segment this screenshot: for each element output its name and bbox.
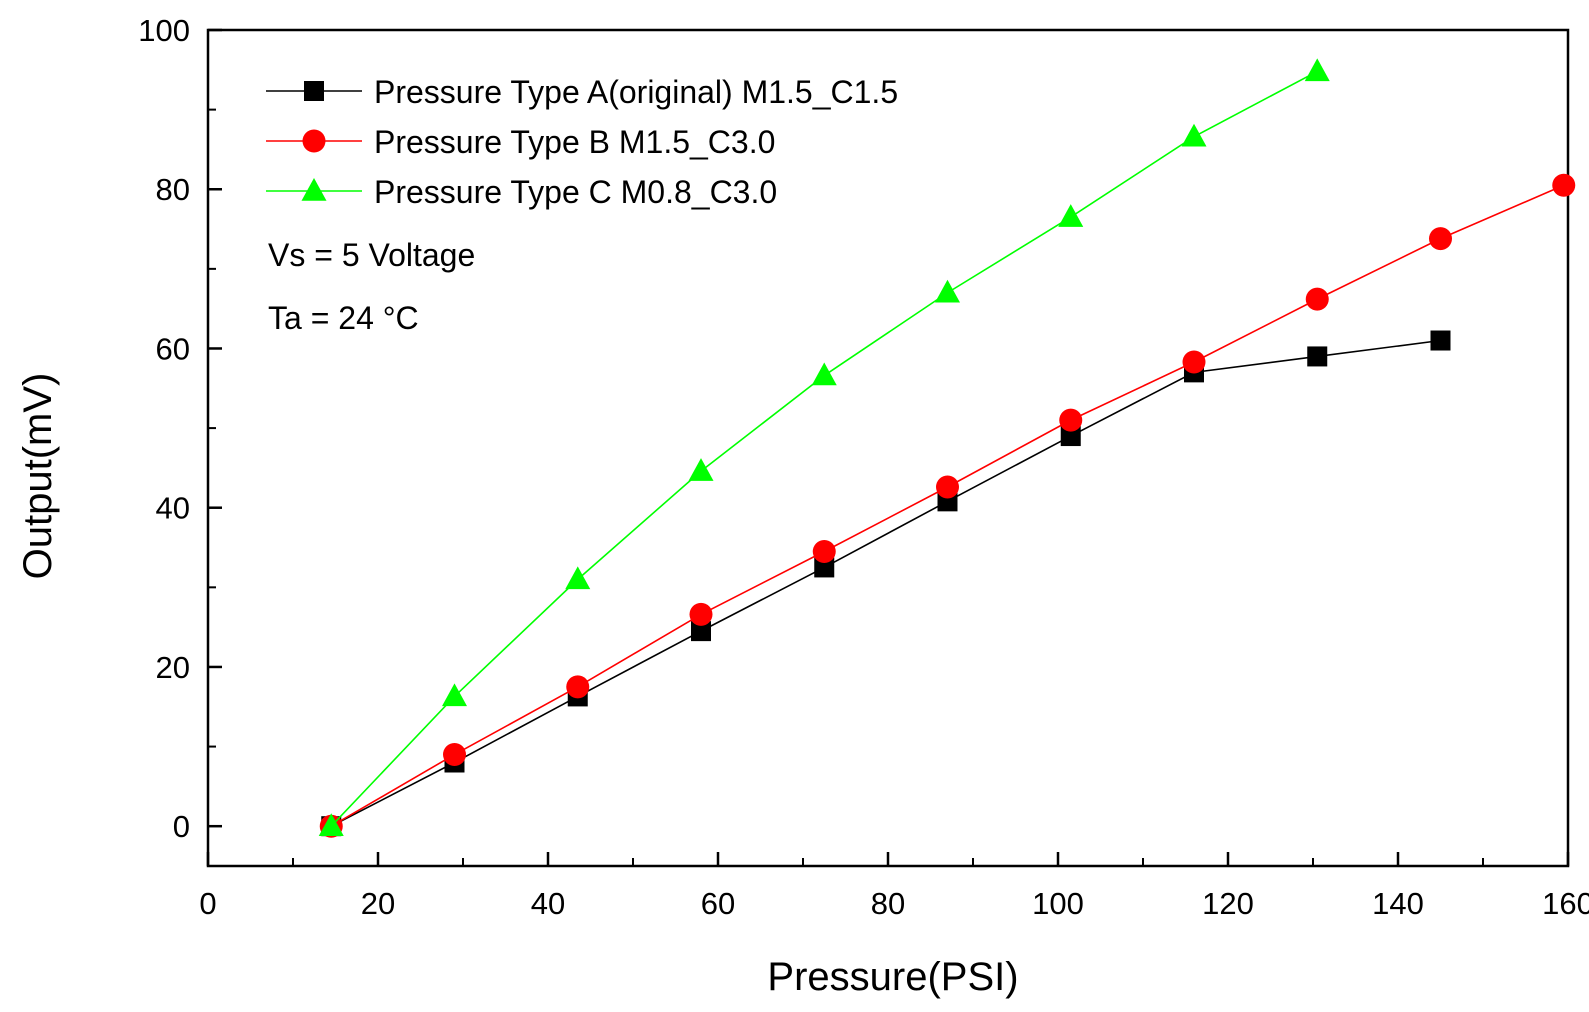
data-point [812, 540, 836, 564]
data-point [1430, 330, 1451, 351]
data-point [1060, 426, 1081, 447]
x-tick-label: 160 [1542, 886, 1589, 921]
x-axis-label: Pressure(PSI) [767, 955, 1018, 999]
x-tick-label: 140 [1372, 886, 1424, 921]
data-point [318, 813, 344, 836]
data-point [1429, 227, 1452, 251]
data-point [689, 602, 713, 626]
series-line [330, 339, 1441, 827]
data-point [1059, 408, 1083, 432]
data-point [442, 683, 467, 707]
data-point [935, 279, 960, 303]
legend-item: Pressure Type B M1.5_C3.0 [266, 124, 775, 160]
y-tick-label: 100 [138, 13, 190, 48]
series-c [318, 58, 1330, 836]
x-tick-label: 20 [361, 886, 395, 921]
data-point [811, 362, 837, 386]
series-layer [318, 58, 1576, 838]
y-axis-label: Output(mV) [16, 373, 60, 580]
data-point [1552, 173, 1576, 197]
x-tick-label: 0 [199, 886, 216, 921]
legend-label: Pressure Type C M0.8_C3.0 [374, 174, 777, 210]
legend-label: Pressure Type A(original) M1.5_C1.5 [374, 74, 898, 110]
legend-item: Pressure Type A(original) M1.5_C1.5 [266, 74, 898, 110]
y-axis-ticks: 0 20 40 60 80 100 [138, 13, 222, 844]
x-tick-label: 100 [1032, 886, 1084, 921]
legend-label: Pressure Type B M1.5_C3.0 [374, 124, 775, 160]
legend-marker [301, 178, 327, 201]
data-point [814, 557, 835, 578]
data-point [443, 743, 466, 767]
x-axis-ticks: 0 20 40 60 80 100 120 140 160 [199, 852, 1589, 921]
legend-marker [302, 129, 326, 153]
legend: Pressure Type A(original) M1.5_C1.5 Press… [266, 74, 898, 210]
legend-item: Pressure Type C M0.8_C3.0 [266, 174, 777, 210]
series-a [321, 330, 1451, 837]
data-point [566, 675, 590, 699]
y-tick-label: 40 [156, 491, 190, 526]
annotation-supply-voltage: Vs = 5 Voltage [268, 237, 475, 273]
data-point [1307, 346, 1328, 367]
legend-marker [304, 81, 324, 101]
data-point [1182, 350, 1206, 374]
data-point [1181, 123, 1207, 147]
data-point [691, 621, 711, 642]
x-tick-label: 120 [1202, 886, 1254, 921]
annotation-ambient-temperature: Ta = 24 °C [268, 300, 419, 336]
y-tick-label: 0 [173, 809, 190, 844]
y-tick-label: 80 [156, 172, 190, 207]
data-point [1058, 204, 1084, 227]
y-tick-label: 60 [156, 331, 190, 366]
data-point [688, 458, 714, 481]
data-point [936, 475, 959, 499]
data-point [1305, 287, 1329, 311]
y-tick-label: 20 [156, 650, 190, 685]
data-point [1304, 58, 1330, 82]
x-tick-label: 60 [701, 886, 735, 921]
x-tick-label: 80 [871, 886, 905, 921]
data-point [565, 566, 591, 590]
x-tick-label: 40 [531, 886, 565, 921]
